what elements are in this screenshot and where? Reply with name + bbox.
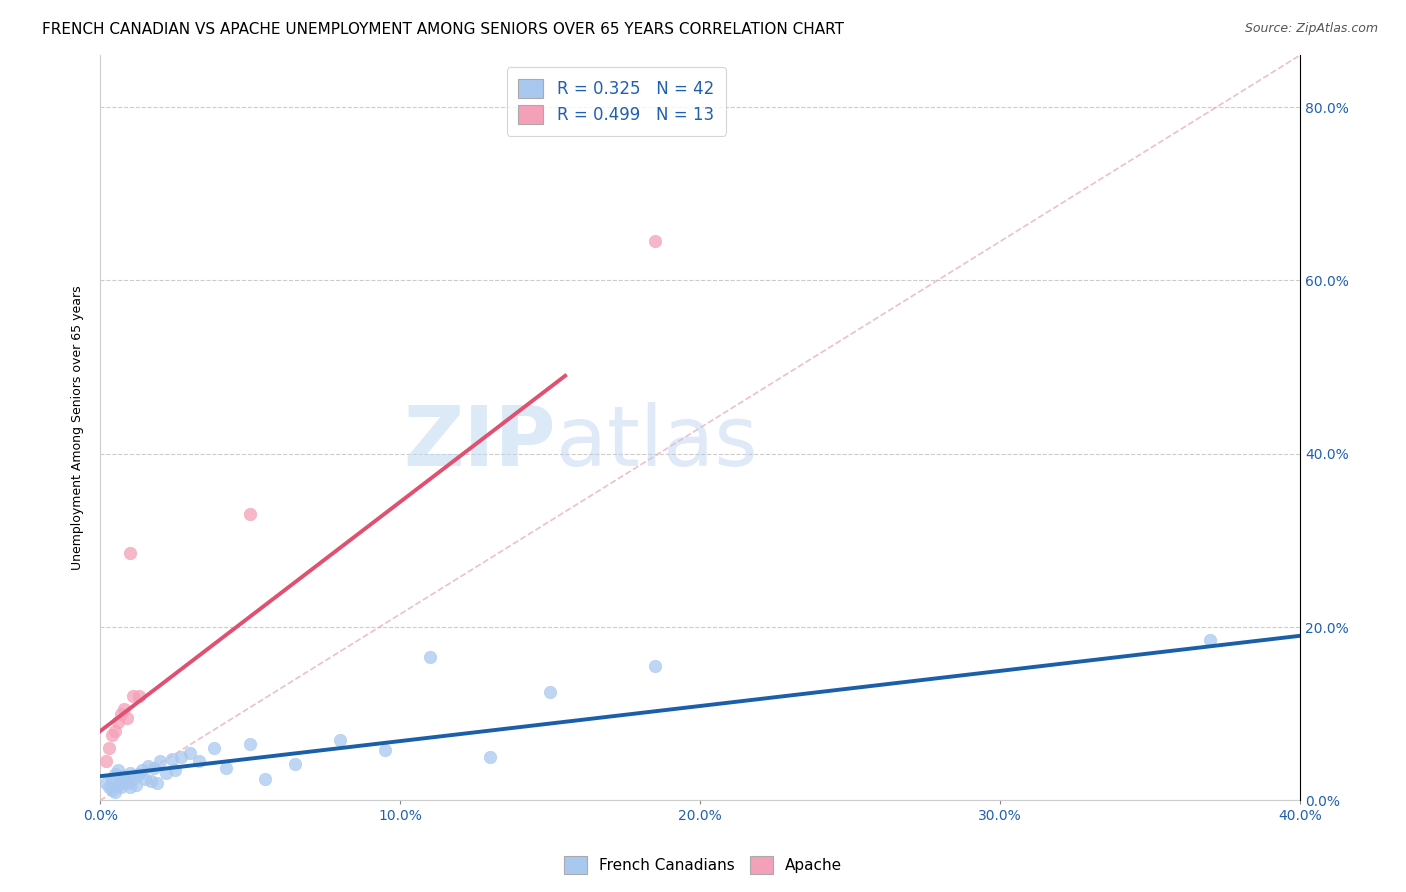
Point: [107, 778, 129, 792]
Point: [112, 769, 135, 783]
Point: [134, 772, 156, 786]
Legend: French Canadians, Apache: French Canadians, Apache: [558, 850, 848, 880]
Point: [122, 772, 145, 786]
Point: [141, 774, 163, 789]
Text: ZIP: ZIP: [404, 402, 557, 483]
Point: [98, 741, 121, 756]
Point: [120, 780, 142, 795]
Point: [239, 508, 262, 522]
Point: [101, 783, 124, 797]
Legend: R = 0.325   N = 42, R = 0.499   N = 13: R = 0.325 N = 42, R = 0.499 N = 13: [506, 67, 725, 136]
Point: [165, 763, 187, 777]
Point: [112, 702, 135, 716]
Y-axis label: Unemployment Among Seniors over 65 years: Unemployment Among Seniors over 65 years: [72, 285, 84, 570]
Text: atlas: atlas: [557, 402, 758, 483]
Point: [644, 235, 666, 249]
Text: FRENCH CANADIAN VS APACHE UNEMPLOYMENT AMONG SENIORS OVER 65 YEARS CORRELATION C: FRENCH CANADIAN VS APACHE UNEMPLOYMENT A…: [42, 22, 844, 37]
Point: [254, 772, 277, 786]
Point: [110, 780, 132, 795]
Point: [538, 685, 561, 699]
Point: [131, 763, 153, 777]
Point: [644, 659, 666, 673]
Point: [419, 650, 441, 665]
Point: [179, 746, 201, 760]
Point: [110, 706, 132, 721]
Text: Source: ZipAtlas.com: Source: ZipAtlas.com: [1244, 22, 1378, 36]
Point: [98, 780, 121, 795]
Point: [115, 711, 138, 725]
Point: [329, 732, 352, 747]
Point: [125, 778, 148, 792]
Point: [104, 785, 127, 799]
Point: [239, 737, 262, 751]
Point: [374, 743, 396, 757]
Point: [107, 763, 129, 777]
Point: [202, 741, 225, 756]
Point: [188, 755, 211, 769]
Point: [479, 750, 502, 764]
Point: [96, 755, 118, 769]
Point: [160, 752, 183, 766]
Point: [149, 755, 172, 769]
Point: [96, 776, 118, 790]
Point: [155, 765, 177, 780]
Point: [120, 765, 142, 780]
Point: [122, 690, 145, 704]
Point: [115, 776, 138, 790]
Point: [146, 776, 169, 790]
Point: [120, 546, 142, 560]
Point: [128, 767, 150, 781]
Point: [136, 759, 159, 773]
Point: [101, 772, 124, 786]
Point: [215, 760, 238, 774]
Point: [110, 774, 132, 789]
Point: [104, 767, 127, 781]
Point: [143, 760, 166, 774]
Point: [101, 729, 124, 743]
Point: [284, 757, 307, 772]
Point: [1199, 633, 1222, 648]
Point: [170, 750, 193, 764]
Point: [107, 715, 129, 730]
Point: [104, 724, 127, 739]
Point: [128, 690, 150, 704]
